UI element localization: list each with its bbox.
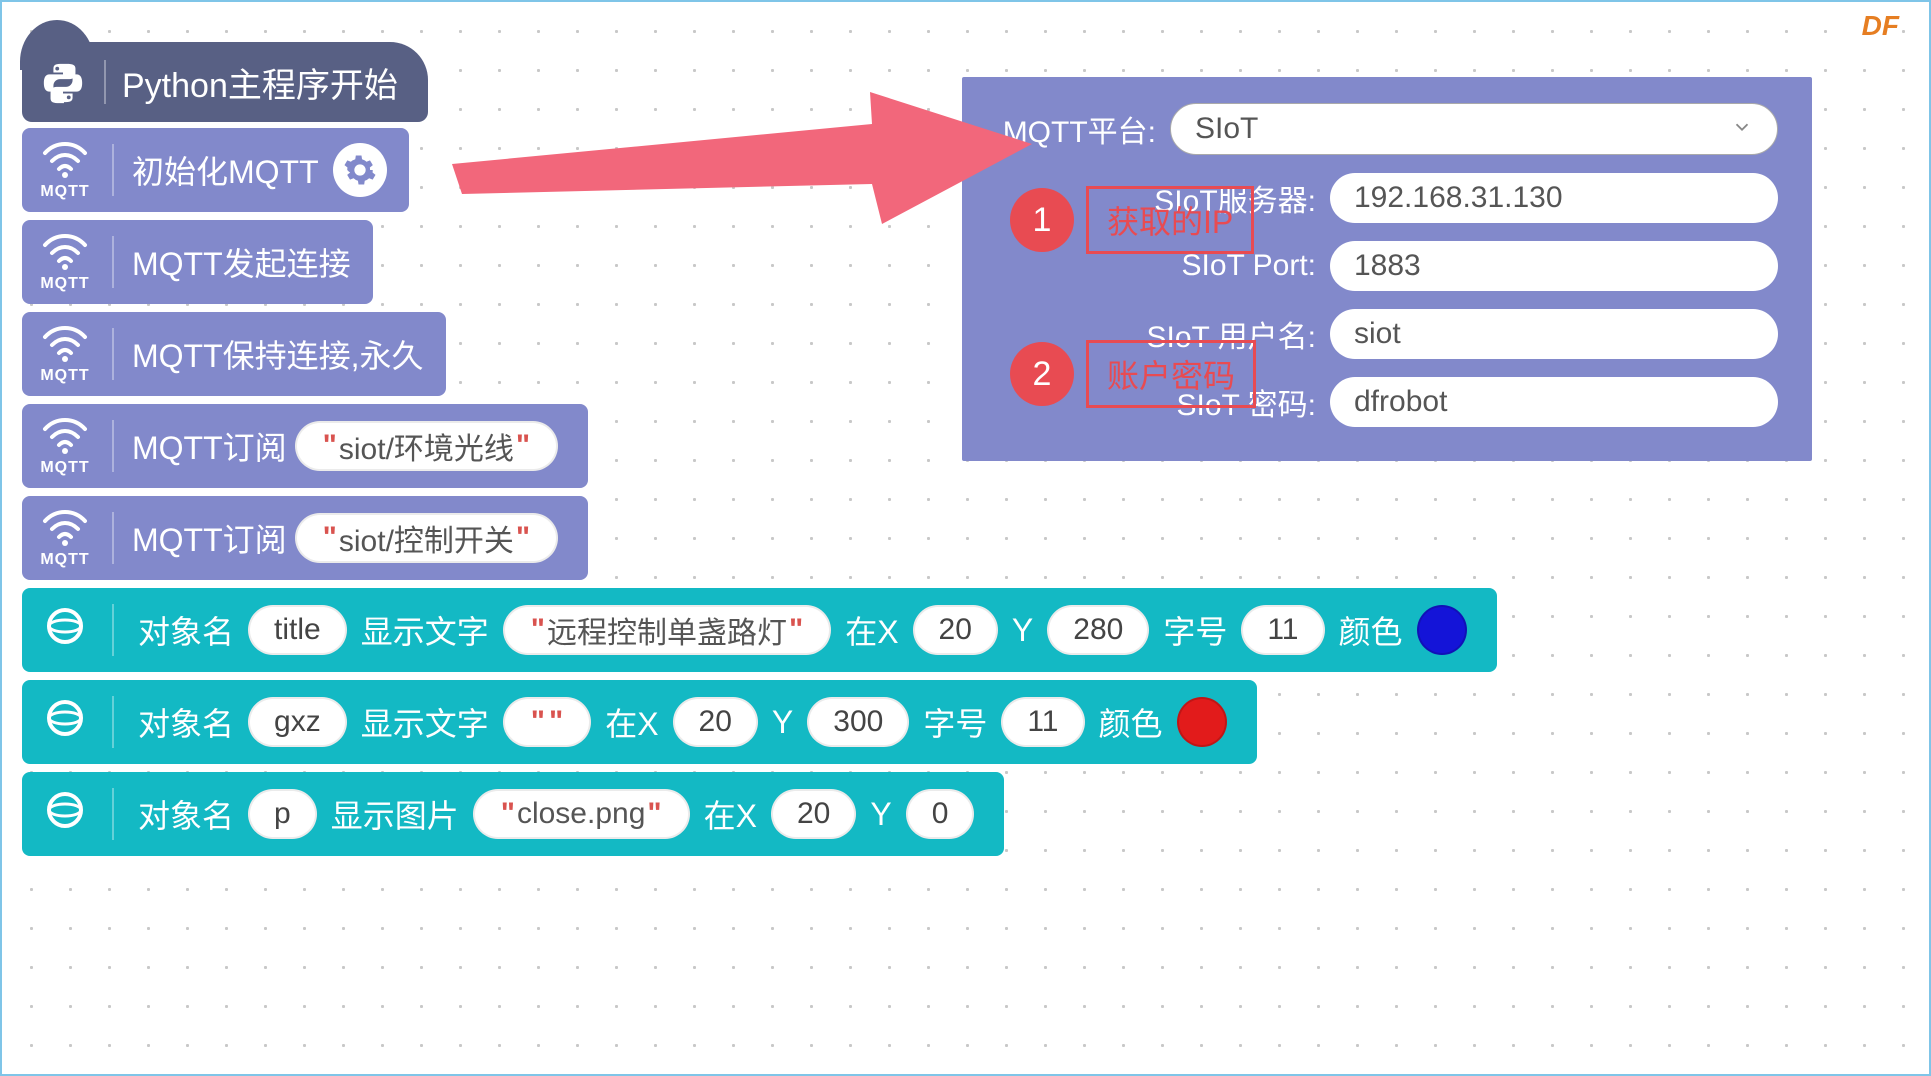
separator bbox=[112, 236, 114, 288]
block-mqtt-subscribe-2[interactable]: MQTT MQTT订阅 "siot/控制开关" bbox=[22, 496, 588, 580]
wifi-icon: MQTT bbox=[38, 139, 92, 201]
wifi-icon: MQTT bbox=[38, 415, 92, 477]
size-input[interactable]: 11 bbox=[1001, 697, 1084, 747]
cfg-port-input[interactable]: 1883 bbox=[1330, 241, 1778, 291]
separator bbox=[104, 60, 106, 104]
block-label: MQTT订阅 bbox=[132, 423, 287, 469]
separator bbox=[112, 512, 114, 564]
x-input[interactable]: 20 bbox=[771, 789, 856, 839]
label-objname: 对象名 bbox=[138, 607, 234, 653]
gear-icon[interactable] bbox=[333, 143, 387, 197]
img-input[interactable]: "close.png" bbox=[473, 789, 690, 839]
x-input[interactable]: 20 bbox=[673, 697, 758, 747]
chevron-down-icon bbox=[1731, 112, 1753, 146]
mqtt-icon-label: MQTT bbox=[38, 275, 92, 293]
y-input[interactable]: 300 bbox=[807, 697, 909, 747]
mqtt-icon-label: MQTT bbox=[38, 183, 92, 201]
label-font: 字号 bbox=[1163, 607, 1227, 653]
block-gui-image[interactable]: 对象名 p 显示图片 "close.png" 在X 20 Y 0 bbox=[22, 772, 1004, 856]
dropdown-value: SIoT bbox=[1195, 112, 1258, 146]
cfg-port-label: SIoT Port: bbox=[996, 249, 1316, 283]
label-y: Y bbox=[1012, 612, 1033, 649]
cfg-platform-label: MQTT平台: bbox=[996, 107, 1156, 151]
separator bbox=[112, 420, 114, 472]
block-label: MQTT保持连接,永久 bbox=[132, 331, 424, 377]
obj-input[interactable]: p bbox=[248, 789, 317, 839]
mqtt-icon-label: MQTT bbox=[38, 551, 92, 569]
obj-input[interactable]: title bbox=[248, 605, 347, 655]
separator bbox=[112, 144, 114, 196]
ring-icon bbox=[38, 606, 92, 654]
brand-logo: DF bbox=[1862, 10, 1899, 42]
block-mqtt-connect[interactable]: MQTT MQTT发起连接 bbox=[22, 220, 373, 304]
color-picker[interactable] bbox=[1177, 697, 1227, 747]
block-mqtt-keepalive[interactable]: MQTT MQTT保持连接,永久 bbox=[22, 312, 446, 396]
y-input[interactable]: 0 bbox=[906, 789, 975, 839]
label-color: 颜色 bbox=[1339, 607, 1403, 653]
separator bbox=[112, 696, 114, 748]
separator bbox=[112, 788, 114, 840]
text-input[interactable]: "远程控制单盏路灯" bbox=[503, 605, 831, 655]
cfg-platform-dropdown[interactable]: SIoT bbox=[1170, 103, 1778, 155]
block-gui-text-1[interactable]: 对象名 title 显示文字 "远程控制单盏路灯" 在X 20 Y 280 字号… bbox=[22, 588, 1497, 672]
color-picker[interactable] bbox=[1417, 605, 1467, 655]
label-text: 显示文字 bbox=[361, 607, 489, 653]
y-input[interactable]: 280 bbox=[1047, 605, 1149, 655]
x-input[interactable]: 20 bbox=[913, 605, 998, 655]
cfg-server-input[interactable]: 192.168.31.130 bbox=[1330, 173, 1778, 223]
block-mqtt-init[interactable]: MQTT 初始化MQTT bbox=[22, 128, 409, 212]
block-label: 初始化MQTT bbox=[132, 147, 319, 193]
label-atx: 在X bbox=[845, 607, 898, 653]
block-label: MQTT订阅 bbox=[132, 515, 287, 561]
block-mqtt-subscribe-1[interactable]: MQTT MQTT订阅 "siot/环境光线" bbox=[22, 404, 588, 488]
block-gui-text-2[interactable]: 对象名 gxz 显示文字 "" 在X 20 Y 300 字号 11 颜色 bbox=[22, 680, 1257, 764]
mqtt-icon-label: MQTT bbox=[38, 367, 92, 385]
cfg-user-input[interactable]: siot bbox=[1330, 309, 1778, 359]
annotation-box-2: 账户密码 bbox=[1086, 340, 1256, 408]
wifi-icon: MQTT bbox=[38, 231, 92, 293]
label-img: 显示图片 bbox=[331, 791, 459, 837]
separator bbox=[112, 328, 114, 380]
hat-title: Python主程序开始 bbox=[122, 58, 398, 107]
annotation-badge-2: 2 bbox=[1010, 342, 1074, 406]
label-atx: 在X bbox=[704, 791, 757, 837]
wifi-icon: MQTT bbox=[38, 507, 92, 569]
label-atx: 在X bbox=[605, 699, 658, 745]
ring-icon bbox=[38, 790, 92, 838]
python-icon bbox=[40, 60, 86, 106]
separator bbox=[112, 604, 114, 656]
annotation-badge-1: 1 bbox=[1010, 188, 1074, 252]
label-color: 颜色 bbox=[1099, 699, 1163, 745]
block-label: MQTT发起连接 bbox=[132, 239, 351, 285]
hat-block-python-start[interactable]: Python主程序开始 bbox=[22, 42, 428, 122]
label-objname: 对象名 bbox=[138, 699, 234, 745]
label-font: 字号 bbox=[923, 699, 987, 745]
label-y: Y bbox=[772, 704, 793, 741]
text-input[interactable]: "" bbox=[503, 697, 591, 747]
ring-icon bbox=[38, 698, 92, 746]
label-objname: 对象名 bbox=[138, 791, 234, 837]
topic-input[interactable]: "siot/控制开关" bbox=[295, 513, 559, 563]
mqtt-icon-label: MQTT bbox=[38, 459, 92, 477]
obj-input[interactable]: gxz bbox=[248, 697, 347, 747]
topic-input[interactable]: "siot/环境光线" bbox=[295, 421, 559, 471]
label-text: 显示文字 bbox=[361, 699, 489, 745]
cfg-pass-input[interactable]: dfrobot bbox=[1330, 377, 1778, 427]
size-input[interactable]: 11 bbox=[1241, 605, 1324, 655]
label-y: Y bbox=[870, 796, 891, 833]
wifi-icon: MQTT bbox=[38, 323, 92, 385]
annotation-box-1: 获取的IP bbox=[1086, 186, 1254, 254]
